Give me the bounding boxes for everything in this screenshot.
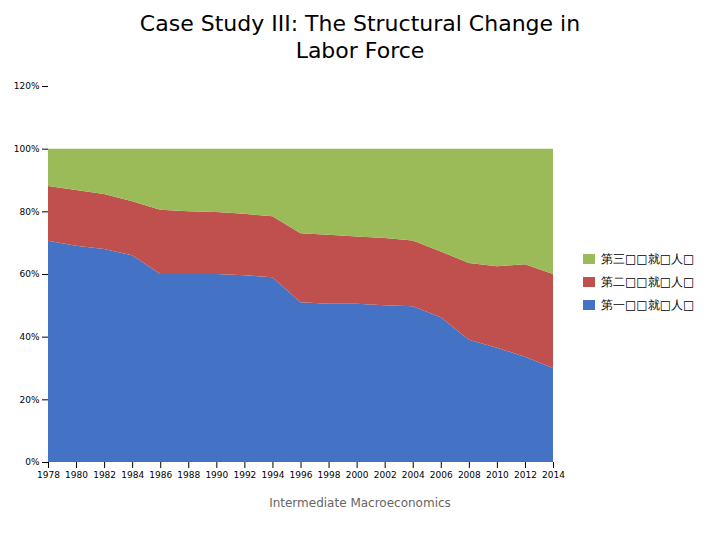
svg-text:2010: 2010: [486, 470, 509, 480]
svg-text:40%: 40%: [19, 332, 39, 342]
svg-text:120%: 120%: [14, 81, 40, 91]
svg-text:0%: 0%: [25, 457, 40, 467]
svg-text:1978: 1978: [37, 470, 60, 480]
svg-text:1988: 1988: [177, 470, 200, 480]
svg-text:80%: 80%: [19, 207, 39, 217]
svg-text:1998: 1998: [318, 470, 341, 480]
svg-text:2012: 2012: [514, 470, 537, 480]
svg-text:100%: 100%: [14, 144, 40, 154]
svg-text:2000: 2000: [346, 470, 369, 480]
svg-text:1996: 1996: [290, 470, 313, 480]
svg-text:1980: 1980: [65, 470, 88, 480]
svg-text:2008: 2008: [458, 470, 481, 480]
svg-text:2004: 2004: [402, 470, 425, 480]
svg-text:2002: 2002: [374, 470, 397, 480]
svg-text:1992: 1992: [233, 470, 256, 480]
svg-text:60%: 60%: [19, 269, 39, 279]
svg-text:1994: 1994: [261, 470, 284, 480]
html-text:第二□□就□人□: 第二□□就□人□: [601, 274, 695, 289]
svg-text:20%: 20%: [19, 395, 39, 405]
html-text:Intermediate Macroeconomics: Intermediate Macroeconomics: [269, 496, 451, 510]
svg-text:1984: 1984: [121, 470, 144, 480]
svg-text:1986: 1986: [149, 470, 172, 480]
svg-text:1990: 1990: [205, 470, 228, 480]
svg-text:2006: 2006: [430, 470, 453, 480]
svg-text:2014: 2014: [542, 470, 565, 480]
svg-text:1982: 1982: [93, 470, 116, 480]
html-text:第一□□就□人□: 第一□□就□人□: [601, 297, 695, 312]
html-text:Case Study III: The Structural: Case Study III: The Structural Change in…: [139, 11, 581, 63]
html-text:第三□□就□人□: 第三□□就□人□: [601, 251, 695, 266]
